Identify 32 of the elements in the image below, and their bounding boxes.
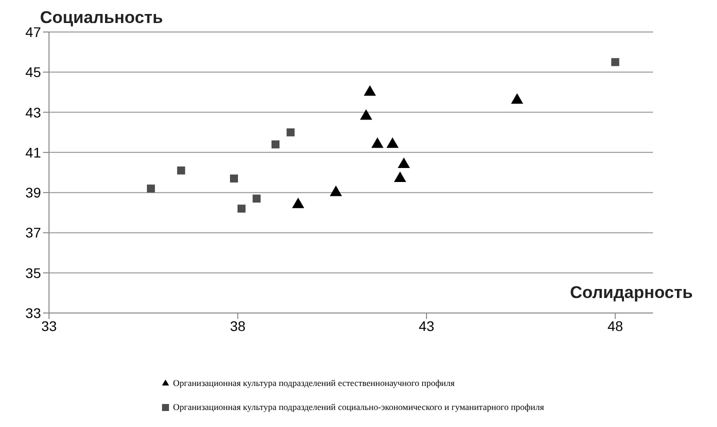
point: [394, 172, 406, 182]
y-tick-label: 35: [25, 264, 42, 281]
point: [146, 184, 155, 193]
point: [177, 166, 186, 174]
point: [292, 198, 304, 208]
y-tick-label: 33: [25, 304, 42, 321]
legend-label: Организационная культура подразделений естественнонаучного профиля: [173, 378, 455, 388]
point: [252, 194, 261, 203]
point: [360, 109, 372, 120]
y-tick-label: 43: [25, 104, 42, 120]
point: [238, 204, 246, 213]
x-axis-title: Солидарность: [570, 283, 693, 303]
point: [286, 128, 295, 136]
point: [230, 174, 238, 183]
x-tick-label: 38: [230, 318, 246, 334]
point: [511, 93, 524, 104]
y-tick-label: 41: [25, 144, 42, 160]
point: [364, 85, 376, 96]
point: [386, 137, 399, 148]
point: [272, 140, 280, 148]
x-tick-label: 48: [607, 318, 624, 334]
point: [330, 186, 342, 196]
point: [398, 157, 410, 168]
y-tick-label: 45: [25, 64, 42, 80]
x-tick-label: 43: [418, 318, 434, 334]
legend-label: Организационная культура подразделений социально-экономического и гуманитарного профиля: [173, 402, 544, 412]
y-tick-label: 37: [25, 224, 42, 241]
y-tick-label: 39: [25, 184, 42, 201]
x-tick-label: 33: [41, 318, 57, 334]
y-axis-title: Социальность: [40, 8, 163, 27]
y-tick-label: 47: [25, 24, 42, 40]
point: [371, 137, 384, 148]
